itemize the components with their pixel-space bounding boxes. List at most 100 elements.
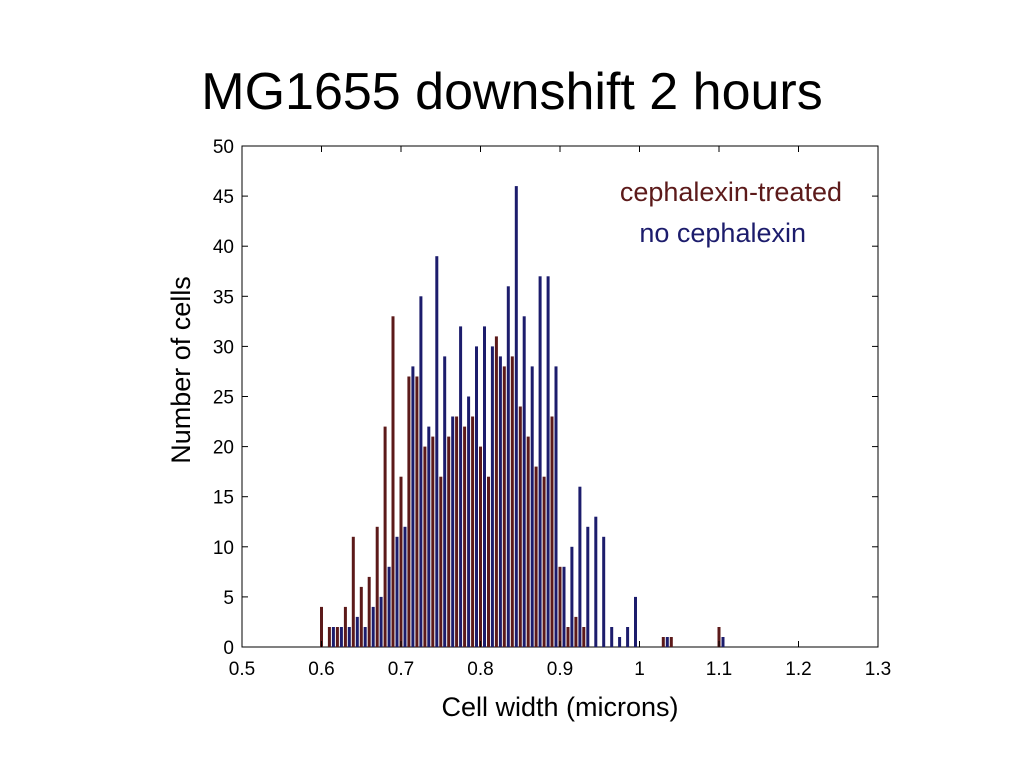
bar-no-cephalexin (331, 627, 335, 647)
bar-no-cephalexin (339, 627, 343, 647)
bar-cephalexin-treated (415, 376, 419, 647)
bar-cephalexin-treated (526, 436, 530, 647)
bar-no-cephalexin (538, 276, 542, 647)
bar-cephalexin-treated (534, 466, 538, 647)
bar-no-cephalexin (530, 366, 534, 647)
bar-no-cephalexin (562, 566, 566, 647)
bar-no-cephalexin (459, 326, 463, 647)
bar-no-cephalexin (490, 346, 494, 647)
y-tick-label: 15 (213, 488, 234, 509)
bar-cephalexin-treated (669, 637, 673, 647)
bar-cephalexin-treated (479, 446, 482, 647)
x-tick-label: 0.8 (467, 659, 493, 680)
y-tick-label: 35 (213, 287, 234, 308)
bar-cephalexin-treated (327, 627, 331, 647)
bar-no-cephalexin (665, 637, 669, 647)
bar-cephalexin-treated (447, 436, 451, 647)
bar-no-cephalexin (403, 526, 407, 647)
bar-no-cephalexin (522, 316, 526, 647)
bar-no-cephalexin (483, 326, 486, 647)
bar-cephalexin-treated (431, 436, 435, 647)
bar-cephalexin-treated (407, 376, 411, 647)
bar-no-cephalexin (602, 536, 606, 647)
bar-no-cephalexin (427, 426, 431, 647)
bar-no-cephalexin (570, 546, 574, 647)
bar-cephalexin-treated (383, 426, 387, 647)
bar-cephalexin-treated (343, 606, 347, 647)
bar-cephalexin-treated (359, 586, 363, 647)
y-tick-label: 45 (213, 187, 234, 208)
x-axis-label: Cell width (microns) (441, 692, 678, 722)
bar-cephalexin-treated (335, 627, 339, 647)
legend-cephalexin-treated: cephalexin-treated (620, 177, 842, 207)
bar-no-cephalexin (371, 606, 375, 647)
bar-cephalexin-treated (423, 446, 427, 647)
bar-no-cephalexin (387, 566, 391, 647)
bar-no-cephalexin (355, 616, 359, 647)
bar-no-cephalexin (554, 366, 558, 647)
x-tick-label: 1.1 (706, 659, 732, 680)
x-tick-label: 0.6 (308, 659, 334, 680)
bar-cephalexin-treated (661, 637, 665, 647)
x-tick-label: 0.7 (388, 659, 414, 680)
bar-no-cephalexin (514, 186, 518, 647)
x-tick-label: 1 (634, 659, 645, 680)
bar-cephalexin-treated (375, 526, 379, 647)
bar-no-cephalexin (506, 286, 510, 647)
bar-cephalexin-treated (471, 416, 475, 647)
bar-cephalexin-treated (542, 476, 546, 647)
bar-cephalexin-treated (391, 316, 395, 647)
bar-no-cephalexin (586, 526, 590, 647)
bar-no-cephalexin (443, 356, 447, 647)
bar-no-cephalexin (363, 627, 367, 647)
y-tick-label: 40 (213, 237, 234, 258)
slide-title: MG1655 downshift 2 hours (201, 63, 823, 121)
bar-no-cephalexin (451, 416, 455, 647)
y-tick-label: 0 (223, 638, 234, 659)
bar-no-cephalexin (379, 596, 383, 647)
bar-cephalexin-treated (502, 366, 506, 647)
bar-no-cephalexin (347, 627, 351, 647)
ticks-layer: 0.5 0.6 0.7 0.8 0.9 1 1.1 1.2 1.3 0 5 10 15 20 25 30 35 4… (213, 137, 891, 680)
y-tick-label: 5 (223, 588, 234, 609)
bar-cephalexin-treated (351, 536, 355, 647)
bar-no-cephalexin (467, 396, 471, 647)
bar-no-cephalexin (411, 366, 415, 647)
y-axis-label: Number of cells (166, 276, 196, 464)
bar-cephalexin-treated (582, 627, 586, 647)
bar-cephalexin-treated (455, 416, 459, 647)
bar-no-cephalexin (618, 637, 622, 647)
bar-no-cephalexin (594, 516, 598, 647)
bar-cephalexin-treated (510, 356, 514, 647)
bar-no-cephalexin (626, 627, 630, 647)
bar-cephalexin-treated (463, 426, 467, 647)
bars-layer (320, 186, 725, 647)
bar-no-cephalexin (498, 356, 502, 647)
bar-cephalexin-treated (550, 416, 554, 647)
bar-no-cephalexin (578, 486, 582, 647)
bar-no-cephalexin (435, 256, 439, 647)
y-tick-label: 20 (213, 438, 234, 459)
bar-no-cephalexin (610, 627, 614, 647)
bar-cephalexin-treated (566, 627, 570, 647)
y-tick-label: 25 (213, 388, 234, 409)
y-tick-label: 30 (213, 337, 234, 358)
bar-cephalexin-treated (717, 627, 721, 647)
bar-no-cephalexin (419, 296, 423, 647)
bar-cephalexin-treated (439, 476, 443, 647)
bar-cephalexin-treated (367, 576, 371, 647)
bar-cephalexin-treated (487, 476, 490, 647)
y-tick-label: 50 (213, 137, 234, 158)
bar-no-cephalexin (721, 637, 725, 647)
bar-cephalexin-treated (558, 566, 562, 647)
bar-no-cephalexin (475, 346, 478, 647)
x-tick-label: 1.2 (785, 659, 811, 680)
legend-no-cephalexin: no cephalexin (639, 218, 806, 248)
x-tick-label: 0.5 (229, 659, 255, 680)
x-tick-label: 1.3 (865, 659, 891, 680)
bar-cephalexin-treated (494, 336, 498, 647)
bar-cephalexin-treated (320, 606, 323, 647)
y-tick-label: 10 (213, 538, 234, 559)
bar-no-cephalexin (634, 596, 637, 647)
